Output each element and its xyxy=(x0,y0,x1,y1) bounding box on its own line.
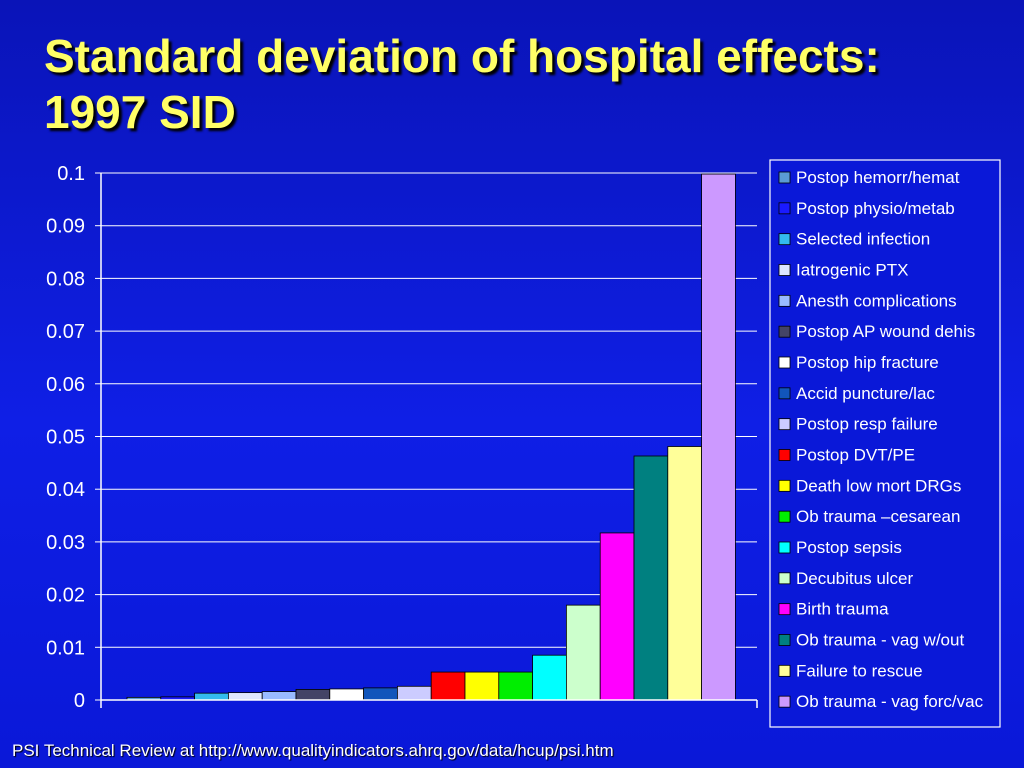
bar-8 xyxy=(396,685,432,701)
bar-2 xyxy=(194,692,229,701)
bar-5 xyxy=(295,689,331,701)
legend-label: Postop resp failure xyxy=(796,415,938,434)
bar-11 xyxy=(498,671,533,701)
legend-swatch xyxy=(778,695,791,708)
legend-swatch xyxy=(778,356,791,369)
legend-swatch xyxy=(778,449,791,461)
legend-label: Postop physio/metab xyxy=(796,199,955,218)
legend-swatch xyxy=(778,418,791,431)
bar-13 xyxy=(566,604,601,701)
legend-swatch xyxy=(778,294,791,307)
legend-swatch xyxy=(778,664,791,677)
legend-swatch xyxy=(778,202,791,215)
legend-label: Iatrogenic PTX xyxy=(796,261,908,280)
legend-swatch xyxy=(778,171,791,184)
y-tick-label: 0.08 xyxy=(46,268,85,290)
legend-label: Anesth complications xyxy=(796,291,957,310)
legend-label: Failure to rescue xyxy=(796,661,923,680)
bar-9 xyxy=(430,671,466,701)
y-tick-label: 0.03 xyxy=(46,532,85,554)
bar-16 xyxy=(667,446,702,701)
bar-7 xyxy=(363,687,398,701)
legend-label: Ob trauma –cesarean xyxy=(796,507,960,526)
legend-label: Postop hemorr/hemat xyxy=(796,168,960,187)
bars-layer xyxy=(126,173,736,701)
legend-swatch xyxy=(778,325,791,338)
legend-label: Ob trauma - vag w/out xyxy=(796,631,964,650)
legend-swatch xyxy=(778,233,791,246)
legend-label: Selected infection xyxy=(796,230,930,249)
legend-label: Postop sepsis xyxy=(796,538,902,557)
legend-label: Birth trauma xyxy=(796,600,889,619)
y-tick-label: 0.05 xyxy=(46,427,85,449)
bar-12 xyxy=(532,654,567,701)
legend-swatch xyxy=(778,479,791,492)
bar-17 xyxy=(701,173,736,701)
legend-swatch xyxy=(778,510,791,523)
y-tick-label: 0.02 xyxy=(46,585,85,607)
bar-4 xyxy=(261,691,297,701)
bar-15 xyxy=(633,455,669,701)
legend-label: Postop hip fracture xyxy=(796,353,939,372)
slide-title: Standard deviation of hospital effects: … xyxy=(44,28,1004,140)
legend-label: Postop DVT/PE xyxy=(796,446,915,465)
bar-6 xyxy=(329,688,364,701)
axis-layer: 0 0.01 0.02 0.03 0.04 0.05 0.06 0.07 0.08 0.09 0.1 xyxy=(46,163,758,712)
legend-swatch xyxy=(778,603,791,616)
bar-3 xyxy=(227,692,263,701)
legend-label: Postop AP wound dehis xyxy=(796,322,975,341)
legend-swatch xyxy=(778,387,791,400)
y-tick-label: 0.07 xyxy=(46,321,85,343)
bar-chart: 0 0.01 0.02 0.03 0.04 0.05 0.06 0.07 0.08 0.09 0.1… xyxy=(46,159,1001,728)
legend-label: Accid puncture/lac xyxy=(796,384,935,403)
legend-swatch xyxy=(778,634,791,646)
legend: Postop hemorr/hemat Postop physio/metab Se… xyxy=(769,159,1001,728)
y-tick-label: 0.06 xyxy=(46,374,85,396)
y-tick-label: 0.04 xyxy=(46,479,85,501)
legend-swatch xyxy=(778,572,791,585)
y-tick-label: 0.09 xyxy=(46,216,85,238)
y-tick-label: 0 xyxy=(74,690,85,712)
title-line-2: 1997 SID xyxy=(44,86,236,138)
legend-swatch xyxy=(778,541,791,554)
bar-10 xyxy=(464,671,500,701)
y-tick-label: 0.01 xyxy=(46,637,85,659)
legend-box xyxy=(769,159,1001,728)
legend-label: Ob trauma - vag forc/vac xyxy=(796,692,984,711)
title-line-1: Standard deviation of hospital effects: xyxy=(44,30,880,82)
legend-label: Death low mort DRGs xyxy=(796,476,961,495)
bar-14 xyxy=(599,532,635,701)
footer-source: PSI Technical Review at http://www.quali… xyxy=(12,741,614,760)
legend-swatch xyxy=(778,264,791,276)
y-tick-label: 0.1 xyxy=(57,163,85,185)
legend-label: Decubitus ulcer xyxy=(796,569,914,588)
